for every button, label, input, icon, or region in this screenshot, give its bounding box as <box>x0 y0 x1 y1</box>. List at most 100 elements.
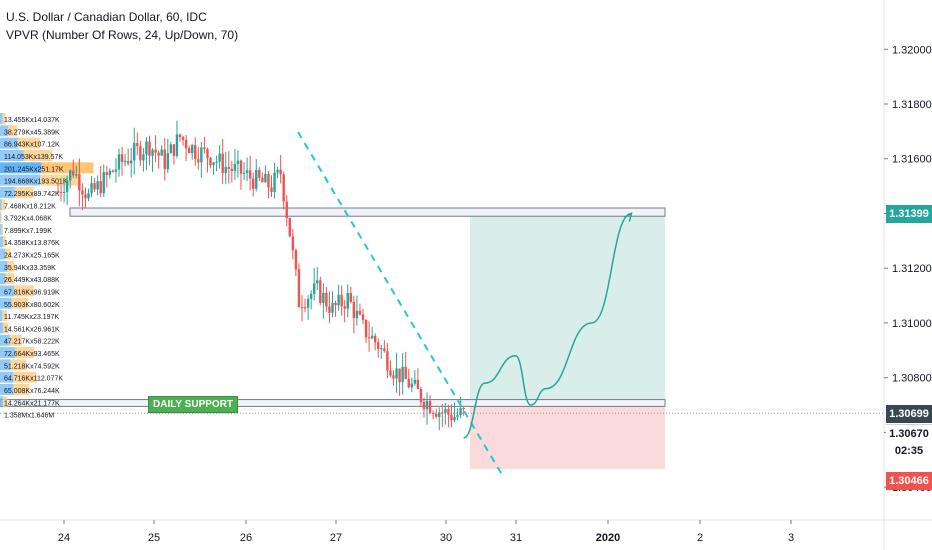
vp-label: 51.218Kx74.592K <box>4 363 60 370</box>
vp-down-bar <box>2 396 8 408</box>
vp-up-bar <box>0 162 42 174</box>
candle-body <box>422 401 426 410</box>
target-price-tag: 1.31399 <box>886 205 932 223</box>
candle-body <box>334 302 337 306</box>
candle-body <box>288 218 291 237</box>
y-tick-label: 1.30800 <box>892 373 932 385</box>
candle-body <box>69 170 72 181</box>
vp-up-bar <box>0 211 1 223</box>
candle-body <box>227 166 230 169</box>
y-tick-label: 1.31600 <box>892 154 932 166</box>
candle-body <box>178 134 182 137</box>
candle-body <box>96 181 99 190</box>
x-tick-label: 2020 <box>596 532 620 544</box>
vp-up-bar <box>0 310 3 322</box>
candle-body <box>435 413 438 417</box>
candle-body <box>163 149 166 170</box>
candle-body <box>413 379 417 384</box>
x-tick-label: 24 <box>58 532 70 544</box>
vp-label: 72.295Kx89.742K <box>4 191 60 198</box>
y-tick-label: 1.31200 <box>892 263 932 275</box>
candle-body <box>258 169 261 178</box>
candle-body <box>126 160 130 164</box>
vp-down-bar <box>9 334 22 346</box>
vp-up-bar <box>0 223 2 235</box>
vp-label: 86.943Kx107.12K <box>4 142 60 149</box>
candle-body <box>102 172 105 194</box>
vp-up-bar <box>0 113 3 125</box>
x-tick-label: 3 <box>788 532 794 544</box>
vp-down-bar <box>2 113 6 125</box>
x-tick-label: 30 <box>440 532 452 544</box>
vp-label: 1.358Mx1.646M <box>4 413 54 420</box>
vp-down-bar <box>7 125 18 137</box>
candle-body <box>319 280 322 303</box>
vp-down-bar <box>7 260 15 272</box>
candle-body <box>447 408 450 415</box>
candle-body <box>172 144 176 156</box>
candle-body <box>56 191 60 193</box>
candle-body <box>431 412 435 414</box>
vp-down-bar <box>17 137 41 149</box>
support-zone <box>0 399 666 407</box>
current-price-tag: 1.30670 <box>886 424 932 443</box>
candle-body <box>252 178 255 189</box>
candle-body <box>267 173 270 188</box>
candle-body <box>175 134 179 156</box>
candle-body <box>285 201 288 219</box>
candle-body <box>386 351 389 371</box>
candle-body <box>81 190 84 195</box>
vp-down-bar <box>23 150 53 161</box>
candle-body <box>233 163 237 171</box>
candle-body <box>428 401 432 413</box>
candle-body <box>184 139 188 149</box>
candle-body <box>72 170 75 176</box>
candle-body <box>337 294 340 306</box>
vp-up-bar <box>0 260 8 272</box>
candle-body <box>273 172 276 192</box>
vp-up-bar <box>0 297 12 309</box>
candle-body <box>169 144 173 154</box>
vp-up-bar <box>0 334 10 346</box>
candle-body <box>346 292 349 309</box>
candle-body <box>87 193 90 199</box>
vp-label: 13.455Kx14.037K <box>4 117 60 124</box>
vp-label: 24.273Kx25.165K <box>4 253 60 260</box>
vp-down-bar <box>5 248 11 260</box>
candle-body <box>130 160 133 164</box>
chart-title: U.S. Dollar / Canadian Dollar, 60, IDC <box>6 10 207 24</box>
candle-body <box>340 294 343 307</box>
vp-down-bar <box>2 310 8 322</box>
candle-body <box>303 307 307 309</box>
candle-body <box>377 342 380 350</box>
candles <box>56 120 465 431</box>
candle-body <box>441 412 444 414</box>
candle-body <box>374 335 377 343</box>
candle-body <box>313 283 316 294</box>
candle-body <box>270 187 273 192</box>
candle-body <box>59 191 63 193</box>
vp-up-bar <box>0 199 2 211</box>
candle-body <box>404 366 407 379</box>
candle-body <box>142 154 145 161</box>
candle-body <box>218 153 221 162</box>
candle-body <box>425 401 429 410</box>
entry-price-tag: 1.30699 <box>886 405 932 423</box>
y-tick-label: 1.31000 <box>892 318 932 330</box>
candle-body <box>358 310 362 315</box>
candle-body <box>282 174 285 202</box>
x-tick-label: 2 <box>697 532 703 544</box>
candle-body <box>93 183 96 190</box>
candle-body <box>200 147 203 163</box>
loss-zone <box>470 405 665 470</box>
candle-body <box>398 368 401 383</box>
vp-label: 11.745Kx23.197K <box>4 314 59 321</box>
candle-body <box>367 337 371 339</box>
vp-label: 7.899Kx7.199K <box>4 228 52 235</box>
vp-down-bar <box>15 347 35 359</box>
vp-down-bar <box>14 186 34 198</box>
stop-price-tag: 1.30466 <box>886 472 932 490</box>
vp-label: 35.94Kx33.359K <box>4 265 56 272</box>
vp-label: 67.816Kx96.919K <box>4 289 60 296</box>
